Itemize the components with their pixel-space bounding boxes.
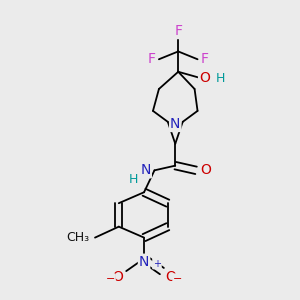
- Text: −: −: [106, 274, 115, 284]
- Text: N: N: [139, 255, 149, 269]
- Text: O: O: [166, 270, 176, 284]
- Text: F: F: [174, 24, 182, 38]
- Text: H: H: [215, 71, 225, 85]
- Text: N: N: [140, 163, 151, 177]
- Text: CH₃: CH₃: [66, 231, 89, 244]
- Text: O: O: [112, 270, 123, 284]
- Text: +: +: [153, 259, 161, 269]
- Text: O: O: [200, 163, 211, 177]
- Text: N: N: [170, 117, 181, 131]
- Text: F: F: [147, 52, 155, 66]
- Text: F: F: [201, 52, 209, 66]
- Text: H: H: [129, 173, 138, 186]
- Text: −: −: [173, 274, 183, 284]
- Text: O: O: [199, 71, 210, 85]
